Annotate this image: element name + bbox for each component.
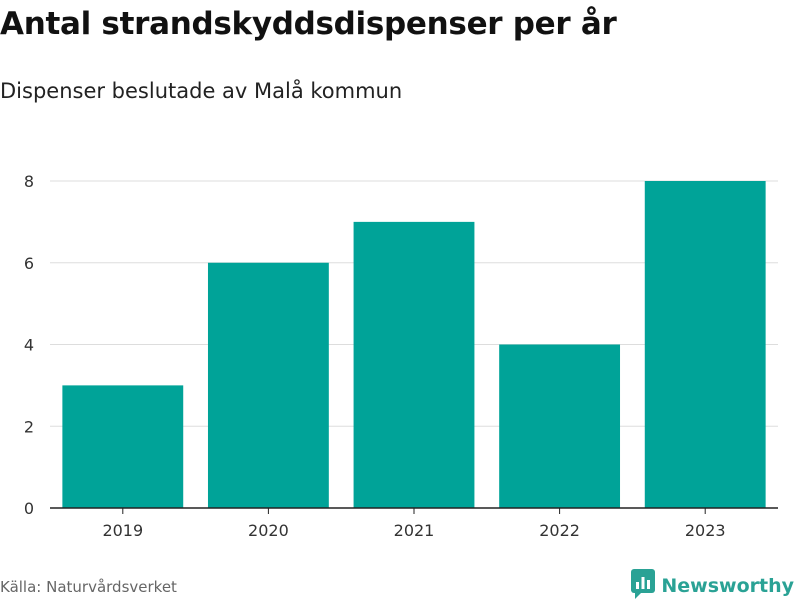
x-tick-label: 2022 <box>539 521 580 540</box>
x-tick-label: 2021 <box>394 521 435 540</box>
brand-logo: Newsworthy <box>631 569 794 603</box>
y-tick-label: 4 <box>24 336 34 355</box>
bar-2020 <box>207 262 329 508</box>
y-tick-label: 6 <box>24 254 34 273</box>
y-tick-label: 2 <box>24 417 34 436</box>
newsworthy-icon <box>631 569 656 603</box>
y-axis-ticks: 0 2 4 6 8 <box>24 172 34 518</box>
source-note: Källa: Naturvårdsverket <box>0 578 177 596</box>
bar-chart: 0 2 4 6 8 2019 2020 2021 2022 2023 <box>24 172 778 540</box>
bar-2023 <box>644 181 766 508</box>
bar-2019 <box>62 385 184 508</box>
x-tick-label: 2023 <box>685 521 726 540</box>
bar-2021 <box>353 221 475 508</box>
brand-label: Newsworthy <box>661 575 794 597</box>
bars <box>62 181 766 508</box>
bar-2022 <box>499 344 621 508</box>
chart-subtitle: Dispenser beslutade av Malå kommun <box>0 79 403 103</box>
y-tick-label: 8 <box>24 172 34 191</box>
x-axis-ticks: 2019 2020 2021 2022 2023 <box>102 508 726 540</box>
x-tick-label: 2020 <box>248 521 289 540</box>
x-tick-label: 2019 <box>102 521 143 540</box>
chart-title: Antal strandskyddsdispenser per år <box>0 6 617 42</box>
y-tick-label: 0 <box>24 499 34 518</box>
